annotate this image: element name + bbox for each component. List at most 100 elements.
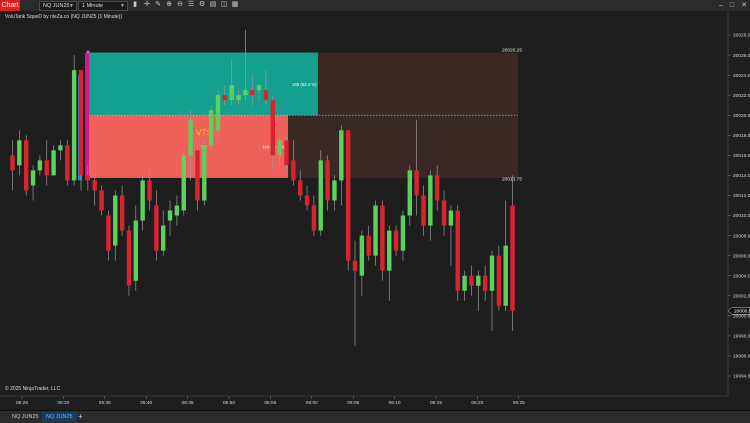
zone-lower-price-label: 20013.75	[502, 176, 522, 182]
time-axis-label: 05:45	[182, 400, 194, 406]
time-axis-label: 06:20	[471, 400, 483, 406]
add-tab-icon[interactable]: +	[78, 412, 83, 421]
candle-body	[243, 90, 248, 96]
candle-body	[339, 130, 344, 181]
instrument-selector[interactable]: NQ JUN25 ▼	[39, 1, 77, 11]
candle-body	[469, 275, 474, 286]
current-price-marker	[727, 307, 750, 315]
candle-body	[65, 145, 70, 181]
time-axis-label: 05:55	[264, 400, 276, 406]
strategy-icon[interactable]: ⚙	[198, 1, 206, 8]
candle-body	[119, 195, 125, 231]
price-axis-label: 20004.00	[733, 273, 750, 279]
candle-body	[92, 180, 97, 191]
price-axis-label: 20024.00	[733, 73, 750, 79]
zone-upper	[88, 52, 318, 116]
candle-body	[188, 120, 193, 156]
candle-body	[366, 235, 371, 256]
price-axis-label: 20014.00	[733, 173, 750, 179]
instrument-value: NQ JUN25	[43, 3, 70, 9]
candle-body	[393, 230, 399, 251]
time-axis-label: 05:40	[140, 400, 152, 406]
price-axis-label: 20008.00	[733, 233, 750, 239]
candle-body	[154, 205, 159, 251]
candle-body	[435, 175, 440, 201]
copyright-text: © 2025 NinjaTrader, LLC	[5, 386, 61, 392]
candle-body	[256, 85, 262, 91]
candle-body	[78, 70, 84, 176]
current-price-label: 20000.50	[734, 309, 750, 315]
candle-body	[208, 110, 214, 146]
candle-body	[373, 205, 378, 256]
candle-body	[380, 205, 385, 271]
properties-icon[interactable]: ☰	[187, 1, 195, 8]
pencil-icon[interactable]: ✎	[155, 1, 161, 8]
time-axis-label: 06:15	[430, 400, 442, 406]
price-axis-label: 20028.00	[733, 33, 750, 39]
candle-body	[113, 195, 118, 246]
candle-body	[284, 140, 289, 166]
candle-body	[407, 170, 412, 216]
candle-body	[489, 255, 495, 291]
maximize-icon[interactable]: □	[729, 2, 735, 9]
chevron-down-icon: ▼	[120, 3, 125, 9]
price-axis-label: 19994.00	[733, 374, 750, 380]
volume-bar-magenta	[85, 53, 89, 181]
tab-nq-jun25-2[interactable]: NQ JUN25	[42, 412, 77, 422]
price-axis-label: 20022.00	[733, 93, 750, 99]
lock-icon[interactable]: ◫	[220, 1, 228, 8]
tab-nq-jun25-1[interactable]: NQ JUN25	[12, 414, 39, 420]
candle-body	[414, 170, 419, 196]
indicator-label: VoluTank SqueD by nleZa.co (NQ JUN25 (1 …	[5, 14, 122, 20]
candle-body	[44, 160, 49, 176]
candle-body	[304, 195, 310, 206]
candle-body	[270, 100, 275, 156]
candle-body	[441, 200, 447, 226]
candle-body	[202, 145, 207, 201]
candle-body	[332, 180, 337, 201]
zoom-in-icon[interactable]: ⊕	[166, 1, 172, 8]
chart-badge[interactable]: Chart	[0, 0, 20, 11]
zone-upper-stats-label: 165 (53.4 %)	[292, 82, 317, 87]
close-icon[interactable]: ✕	[741, 2, 747, 9]
time-axis-label: 05:30	[57, 400, 69, 406]
candle-body	[298, 180, 303, 196]
candle-body	[195, 150, 200, 201]
interval-selector[interactable]: 1 Minute ▼	[78, 1, 128, 11]
candle-body	[140, 180, 145, 221]
zoom-out-icon[interactable]: ⊖	[177, 1, 183, 8]
candle-body	[222, 95, 228, 101]
chart-panel[interactable]: 20026.25 20013.75 165 (53.4 %) 144 (46.6 %)…	[0, 11, 750, 407]
zone-upper-price-label: 20026.25	[502, 48, 522, 54]
candle-body	[147, 180, 152, 201]
time-axis-label: 06:10	[389, 400, 401, 406]
candle-body	[400, 215, 406, 251]
candle-body	[250, 90, 255, 96]
time-axis-label: 05:35	[99, 400, 111, 406]
tab-bar: NQ JUN25 NQ JUN25 +	[0, 410, 750, 423]
candle-body	[455, 210, 460, 291]
candle-body	[215, 95, 221, 131]
candle-body	[229, 85, 234, 101]
candle-body	[10, 155, 15, 171]
template-icon[interactable]: ▤	[209, 1, 217, 8]
time-axis-label: 05:50	[223, 400, 235, 406]
candle-body	[99, 190, 104, 211]
candle-body	[421, 195, 426, 226]
time-axis-label: 06:00	[306, 400, 318, 406]
minimize-icon[interactable]: –	[719, 2, 723, 9]
candle-body	[503, 245, 508, 306]
candle-body	[58, 145, 63, 151]
candle-body	[126, 230, 132, 286]
candle-body	[510, 205, 515, 311]
crosshair-icon[interactable]: ✛	[144, 1, 150, 8]
candle-body	[51, 150, 56, 176]
candle-body	[291, 160, 296, 181]
data-box-icon[interactable]: ▦	[231, 1, 239, 8]
price-axis-label: 20012.00	[733, 193, 750, 199]
bars-icon[interactable]: ▮	[133, 1, 137, 8]
candle-body	[24, 140, 29, 191]
candle-body	[428, 175, 433, 226]
price-axis-label: 19998.00	[733, 334, 750, 340]
